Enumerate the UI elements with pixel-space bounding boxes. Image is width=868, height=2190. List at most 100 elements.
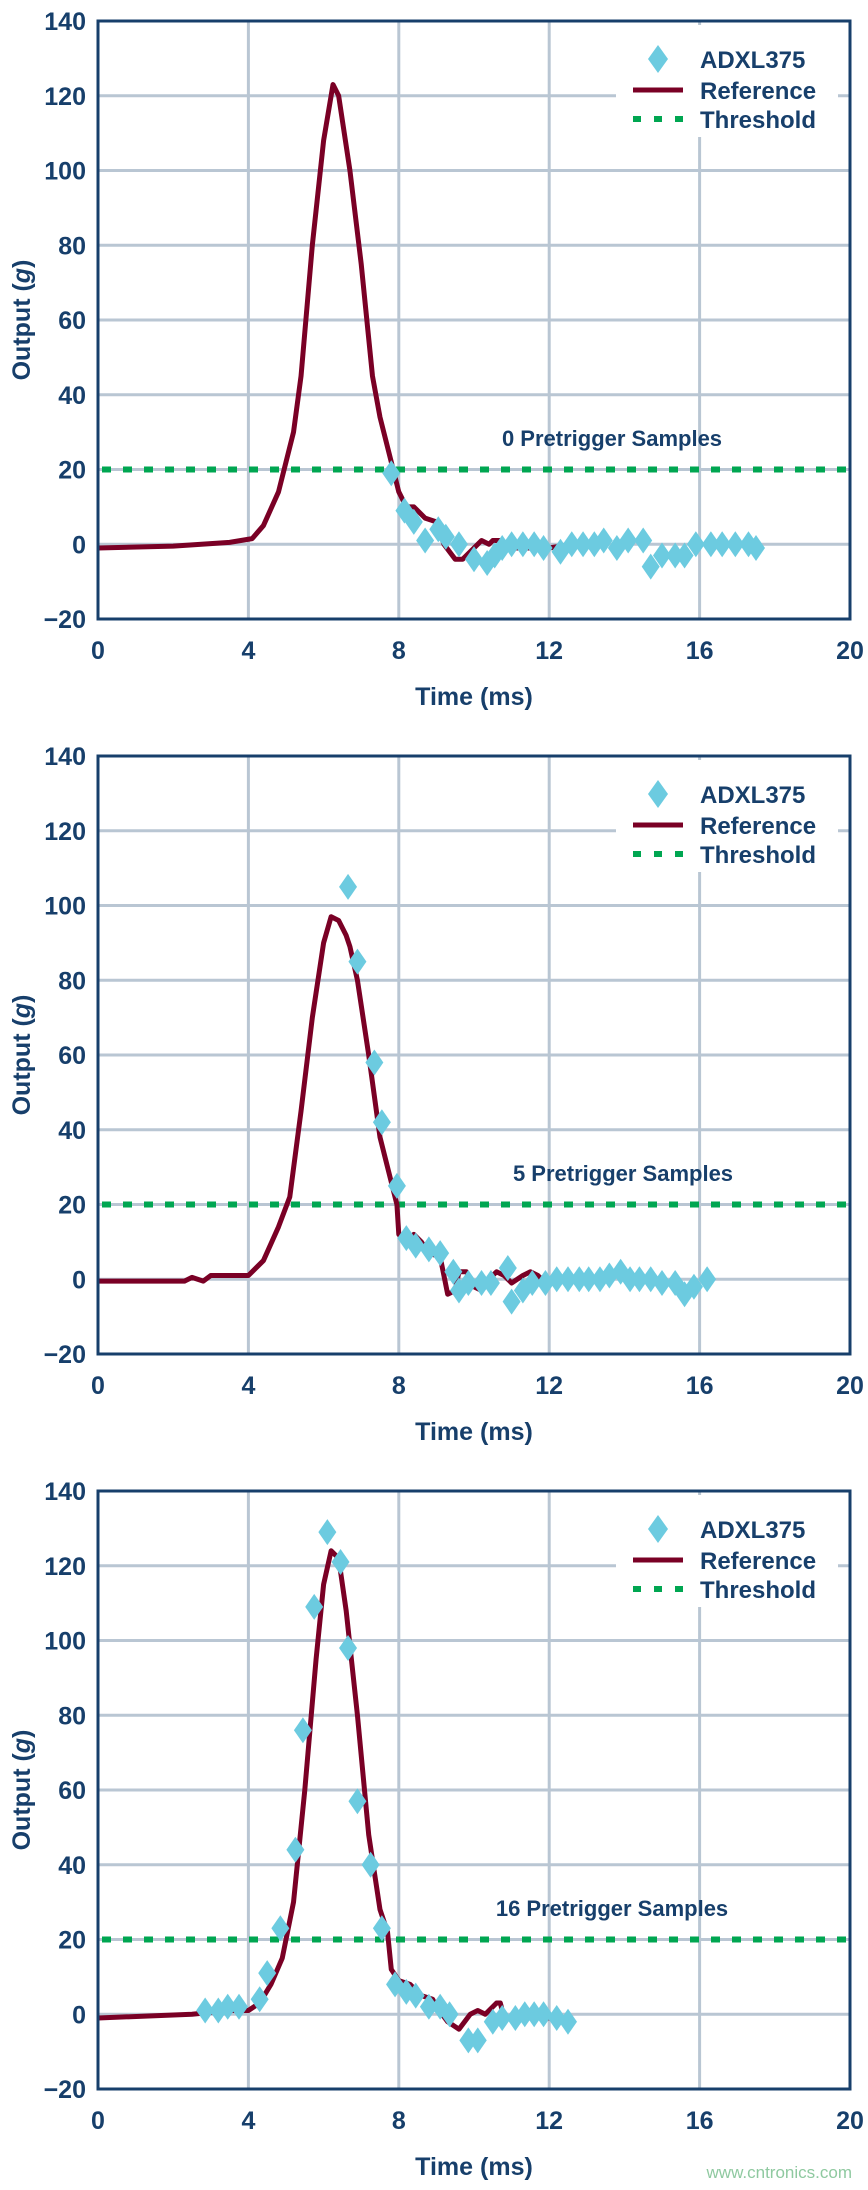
y-tick-label: 20 bbox=[58, 1927, 86, 1955]
adxl375-point bbox=[666, 542, 685, 569]
legend-background bbox=[616, 760, 838, 872]
y-tick-label: 140 bbox=[44, 8, 86, 36]
legend-label: Threshold bbox=[700, 1577, 816, 1604]
y-tick-label: 60 bbox=[58, 1042, 86, 1070]
adxl375-point bbox=[559, 2008, 577, 2035]
x-axis-label: Time (ms) bbox=[415, 2153, 533, 2181]
x-tick-label: 20 bbox=[836, 1372, 864, 1400]
adxl375-point bbox=[250, 1986, 269, 2013]
adxl375-point bbox=[382, 460, 401, 487]
adxl375-point bbox=[534, 534, 553, 561]
x-tick-label: 0 bbox=[91, 1372, 105, 1400]
adxl375-point bbox=[436, 523, 455, 550]
adxl375-point bbox=[444, 1258, 463, 1285]
legend-adxl375-marker bbox=[648, 1515, 668, 1543]
adxl375-point bbox=[406, 1982, 425, 2009]
x-tick-label: 16 bbox=[686, 1372, 714, 1400]
adxl375-point bbox=[258, 1960, 277, 1987]
x-tick-label: 12 bbox=[535, 637, 563, 665]
y-axis-label: Output (g) bbox=[8, 1730, 36, 1851]
adxl375-point bbox=[523, 1269, 542, 1296]
legend-label: ADXL375 bbox=[700, 1517, 805, 1544]
adxl375-point bbox=[372, 1915, 391, 1942]
adxl375-point bbox=[698, 1266, 717, 1293]
adxl375-point bbox=[472, 1269, 491, 1296]
x-tick-label: 4 bbox=[241, 2107, 255, 2135]
y-tick-label: 120 bbox=[44, 83, 86, 111]
adxl375-point bbox=[305, 1593, 324, 1620]
adxl375-point bbox=[594, 527, 613, 554]
annotation-label: 5 Pretrigger Samples bbox=[513, 1161, 733, 1186]
y-axis-label: Output (g) bbox=[8, 260, 36, 381]
legend-background bbox=[616, 25, 838, 137]
x-tick-label: 20 bbox=[836, 637, 864, 665]
y-tick-label: −20 bbox=[44, 606, 86, 634]
annotation-label: 0 Pretrigger Samples bbox=[502, 426, 722, 451]
adxl375-point bbox=[196, 1997, 215, 2024]
x-tick-label: 4 bbox=[241, 637, 255, 665]
x-tick-label: 0 bbox=[91, 637, 105, 665]
adxl375-point bbox=[515, 2001, 534, 2028]
adxl375-point bbox=[468, 2027, 487, 2054]
adxl375-point bbox=[513, 531, 532, 558]
legend-background bbox=[616, 1495, 838, 1607]
y-tick-label: 80 bbox=[58, 1702, 86, 1730]
y-tick-label: 100 bbox=[44, 1628, 86, 1656]
y-axis-label: Output (g) bbox=[8, 995, 36, 1116]
adxl375-point bbox=[559, 1266, 577, 1293]
adxl375-point bbox=[339, 873, 358, 900]
adxl375-point bbox=[361, 1851, 380, 1878]
y-tick-label: 120 bbox=[44, 1553, 86, 1581]
adxl375-point bbox=[406, 1232, 425, 1259]
x-tick-label: 8 bbox=[392, 637, 406, 665]
reference-series-line bbox=[97, 82, 573, 562]
adxl375-point bbox=[579, 1266, 598, 1293]
adxl375-point bbox=[440, 2001, 459, 2028]
legend-adxl375-marker bbox=[648, 45, 668, 73]
y-tick-label: 40 bbox=[58, 1852, 86, 1880]
adxl375-point bbox=[686, 531, 705, 558]
adxl375-point bbox=[348, 1788, 367, 1815]
adxl375-point bbox=[293, 1717, 312, 1744]
y-tick-label: 80 bbox=[58, 967, 86, 995]
legend-label: ADXL375 bbox=[700, 47, 805, 74]
legend-label: Reference bbox=[700, 813, 816, 840]
adxl375-point bbox=[641, 553, 660, 580]
adxl375-point bbox=[348, 948, 367, 975]
adxl375-point bbox=[747, 534, 765, 561]
adxl375-point bbox=[318, 1519, 337, 1546]
adxl375-point bbox=[525, 2001, 544, 2028]
x-axis-label: Time (ms) bbox=[415, 1418, 533, 1446]
plot-frame bbox=[96, 1489, 852, 2091]
y-tick-label: 140 bbox=[44, 1478, 86, 1506]
adxl375-point bbox=[271, 1915, 290, 1942]
legend-adxl375-marker bbox=[648, 780, 668, 808]
adxl375-point bbox=[459, 2027, 478, 2054]
x-axis-label: Time (ms) bbox=[415, 683, 533, 711]
adxl375-point bbox=[372, 1109, 391, 1136]
adxl375-point bbox=[459, 1269, 478, 1296]
x-tick-label: 0 bbox=[91, 2107, 105, 2135]
adxl375-point bbox=[534, 2001, 553, 2028]
adxl375-point bbox=[726, 531, 745, 558]
adxl375-point bbox=[621, 1266, 640, 1293]
adxl375-point bbox=[701, 531, 720, 558]
chart-panel-3: 16 Pretrigger Samples−200204060801001201… bbox=[8, 1478, 864, 2181]
y-tick-label: 20 bbox=[58, 457, 86, 485]
x-tick-label: 20 bbox=[836, 2107, 864, 2135]
adxl375-point bbox=[339, 1634, 358, 1661]
x-tick-label: 12 bbox=[535, 1372, 563, 1400]
adxl375-point bbox=[331, 1549, 350, 1576]
x-tick-label: 8 bbox=[392, 2107, 406, 2135]
y-tick-label: 0 bbox=[72, 531, 86, 559]
y-tick-label: 20 bbox=[58, 1192, 86, 1220]
adxl375-point bbox=[465, 546, 483, 573]
adxl375-point bbox=[387, 1172, 406, 1199]
adxl375-point bbox=[619, 527, 638, 554]
y-tick-label: 0 bbox=[72, 1266, 86, 1294]
adxl375-point bbox=[502, 531, 521, 558]
y-tick-label: −20 bbox=[44, 1341, 86, 1369]
reference-series-line bbox=[98, 914, 544, 1297]
